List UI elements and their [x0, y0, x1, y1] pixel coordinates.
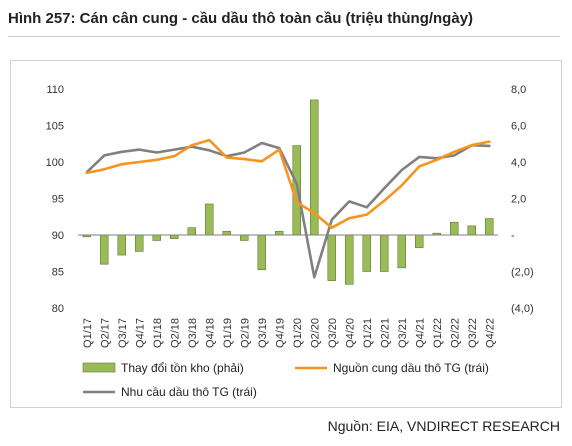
x-tick-label: Q1/18 [152, 318, 164, 348]
x-tick-label: Q2/20 [309, 318, 321, 348]
y-left-tick-label: 80 [52, 303, 64, 315]
legend-label-demand: Nhu cầu dầu thô TG (trái) [121, 385, 257, 399]
y-right-tick-label: 8,0 [511, 84, 526, 96]
bar-inventory-change [205, 203, 214, 236]
x-tick-label: Q4/21 [414, 318, 426, 348]
bar-inventory-change [222, 231, 231, 236]
bar-inventory-change [327, 234, 336, 281]
bar-inventory-change [135, 234, 144, 252]
bar-inventory-change [170, 234, 179, 239]
title-divider [8, 36, 560, 37]
bar-inventory-change [257, 234, 266, 270]
bar-inventory-change [397, 234, 406, 269]
y-left-tick-label: 105 [46, 121, 64, 133]
y-left-tick-label: 85 [52, 267, 64, 279]
x-tick-label: Q3/19 [257, 318, 269, 348]
bar-inventory-change [117, 234, 126, 256]
y-left-tick-label: 100 [46, 157, 64, 169]
legend-label-inventory: Thay đổi tồn kho (phải) [121, 361, 244, 375]
bar-inventory-change [450, 221, 459, 236]
x-tick-label: Q4/17 [134, 318, 146, 348]
y-left-tick-label: 110 [46, 84, 64, 96]
bar-inventory-change [380, 234, 389, 272]
bar-inventory-change [187, 227, 196, 236]
y-right-tick-label: - [511, 230, 515, 242]
x-tick-label: Q3/17 [117, 318, 129, 348]
figure-title: Hình 257: Cán cân cung - cầu dầu thô toà… [8, 10, 474, 27]
x-tick-label: Q1/22 [432, 318, 444, 348]
bar-inventory-change [240, 234, 249, 241]
bar-inventory-change [467, 225, 476, 236]
x-tick-label: Q3/18 [187, 318, 199, 348]
x-tick-label: Q4/18 [204, 318, 216, 348]
x-tick-label: Q1/21 [362, 318, 374, 348]
x-tick-label: Q3/20 [327, 318, 339, 348]
x-tick-label: Q2/19 [239, 318, 251, 348]
bar-inventory-change [152, 234, 161, 241]
bar-inventory-change [275, 231, 284, 236]
x-tick-label: Q1/19 [222, 318, 234, 348]
legend-label-supply: Nguồn cung dầu thô TG (trái) [333, 361, 489, 375]
y-right-tick-label: (4,0) [511, 303, 534, 315]
x-tick-label: Q2/17 [99, 318, 111, 348]
bar-inventory-change [362, 234, 371, 272]
x-tick-label: Q2/21 [379, 318, 391, 348]
x-tick-label: Q4/22 [484, 318, 496, 348]
x-tick-label: Q3/22 [467, 318, 479, 348]
x-tick-label: Q4/19 [274, 318, 286, 348]
source-note: Nguồn: EIA, VNDIRECT RESEARCH [327, 418, 560, 434]
x-tick-label: Q1/20 [292, 318, 304, 348]
x-tick-label: Q2/18 [169, 318, 181, 348]
y-right-tick-label: 2,0 [511, 194, 526, 206]
y-right-tick-label: (2,0) [511, 267, 534, 279]
bar-inventory-change [345, 234, 354, 285]
bar-inventory-change [415, 234, 424, 249]
y-right-tick-label: 6,0 [511, 121, 526, 133]
line-demand [85, 141, 491, 279]
bar-inventory-change [100, 234, 109, 265]
chart-frame [10, 60, 562, 408]
y-left-tick-label: 95 [52, 194, 64, 206]
x-tick-label: Q3/21 [397, 318, 409, 348]
bar-inventory-change [485, 218, 494, 236]
y-right-tick-label: 4,0 [511, 157, 526, 169]
x-tick-label: Q4/20 [344, 318, 356, 348]
line-supply [85, 138, 491, 229]
y-left-tick-label: 90 [52, 230, 64, 242]
legend-swatch-inventory [82, 362, 116, 373]
x-tick-label: Q2/22 [449, 318, 461, 348]
x-tick-label: Q1/17 [82, 318, 94, 348]
